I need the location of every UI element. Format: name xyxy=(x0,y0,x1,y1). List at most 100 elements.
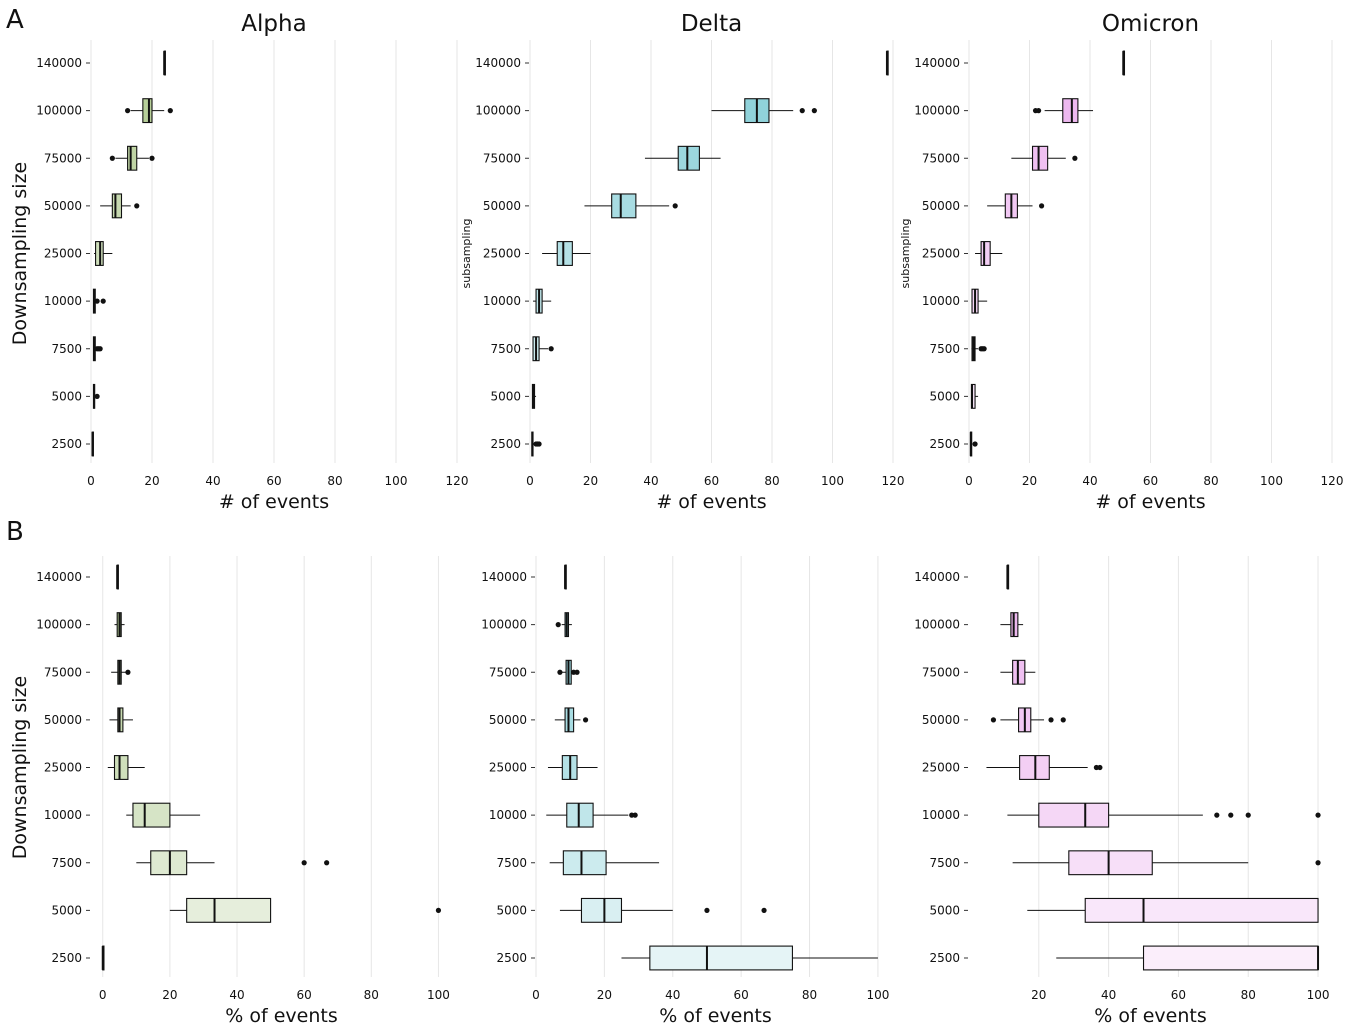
panel-omicron: 0 20 40 60 80 100 120 2500 5000 7500 10000 25000 500… xyxy=(899,11,1343,513)
iqr-box xyxy=(1038,802,1110,828)
outlier-point xyxy=(1228,812,1234,818)
box-140000 xyxy=(885,50,889,76)
x-tick-label: 100 xyxy=(821,474,844,488)
y-axis-title: Downsampling size xyxy=(9,676,31,860)
panel-delta: 0 20 40 60 80 100 120 2500 5000 7500 10000 25000 500… xyxy=(460,11,904,513)
x-tick-label: 0 xyxy=(532,988,540,1002)
box-2500 xyxy=(531,431,542,457)
iqr-box xyxy=(150,850,188,876)
iqr-box xyxy=(611,193,637,219)
box-5000 xyxy=(1027,897,1319,923)
box-50000 xyxy=(987,193,1045,219)
box-75000 xyxy=(557,659,580,685)
y-tick-label: 25000 xyxy=(922,761,960,775)
outlier-point xyxy=(97,346,103,352)
box-50000 xyxy=(100,193,140,219)
y-tick-label: 2500 xyxy=(496,951,527,965)
x-tick-label: 100 xyxy=(866,988,889,1002)
outlier-point xyxy=(1048,717,1054,723)
x-tick-label: 0 xyxy=(526,474,534,488)
outlier-point xyxy=(125,108,131,114)
x-tick-label: 60 xyxy=(734,988,749,1002)
iqr-box xyxy=(1068,850,1153,876)
panel-alpha: 0 20 40 60 80 100 120 2500 5000 7500 10000 25000 500… xyxy=(9,11,468,513)
x-tick-label: 80 xyxy=(1203,474,1218,488)
x-tick-label: 40 xyxy=(665,988,680,1002)
x-tick-label: 40 xyxy=(643,474,658,488)
outlier-point xyxy=(1315,812,1321,818)
box-2500 xyxy=(621,945,878,971)
outlier-point xyxy=(574,669,580,675)
iqr-box xyxy=(649,945,793,971)
y-tick-label: 140000 xyxy=(481,570,527,584)
x-tick-label: 120 xyxy=(882,474,905,488)
box-100000 xyxy=(1032,98,1094,124)
box-50000 xyxy=(990,707,1066,733)
x-tick-label: 80 xyxy=(764,474,779,488)
box-25000 xyxy=(975,241,1003,266)
outlier-point xyxy=(799,108,805,114)
outlier-point xyxy=(1315,860,1321,866)
y-tick-label: 140000 xyxy=(475,56,521,70)
y-tick-label: 50000 xyxy=(922,199,960,213)
y-tick-label: 10000 xyxy=(922,294,960,308)
y-tick-label: 2500 xyxy=(929,437,960,451)
box-2500 xyxy=(969,431,978,457)
x-tick-label: 20 xyxy=(1022,474,1037,488)
box-2500 xyxy=(91,431,94,457)
box-7500 xyxy=(136,850,330,876)
x-tick-label: 100 xyxy=(1260,474,1283,488)
y-axis-title: subsampling xyxy=(460,219,473,289)
box-75000 xyxy=(1000,659,1036,685)
outlier-point xyxy=(1060,717,1066,723)
iqr-box xyxy=(580,897,623,923)
y-tick-label: 100000 xyxy=(475,104,521,118)
outlier-point xyxy=(672,203,678,209)
outlier-point xyxy=(301,860,307,866)
y-tick-label: 7500 xyxy=(496,856,527,870)
y-tick-label: 5000 xyxy=(496,903,527,917)
panel-row-b-5: 20 40 60 80 100 2500 5000 7500 10000 25000 50000 75… xyxy=(914,556,1329,1027)
y-tick-label: 5000 xyxy=(929,389,960,403)
x-axis-title: # of events xyxy=(1095,491,1205,513)
iqr-box xyxy=(1142,945,1319,971)
outlier-point xyxy=(548,346,554,352)
y-tick-label: 100000 xyxy=(36,104,82,118)
box-10000 xyxy=(92,288,106,314)
y-tick-label: 140000 xyxy=(914,56,960,70)
x-tick-label: 100 xyxy=(427,988,450,1002)
iqr-box xyxy=(562,850,607,876)
x-tick-label: 0 xyxy=(965,474,973,488)
box-7500 xyxy=(1012,850,1321,876)
iqr-box xyxy=(113,755,129,780)
x-tick-label: 120 xyxy=(1321,474,1344,488)
box-10000 xyxy=(126,802,201,828)
y-tick-label: 100000 xyxy=(914,104,960,118)
box-7500 xyxy=(532,336,554,362)
outlier-point xyxy=(536,441,542,447)
outlier-point xyxy=(1072,155,1078,161)
x-tick-label: 80 xyxy=(327,474,342,488)
y-tick-label: 140000 xyxy=(914,570,960,584)
outlier-point xyxy=(582,717,589,723)
x-tick-label: 80 xyxy=(1241,988,1256,1002)
box-75000 xyxy=(644,145,721,171)
outlier-point xyxy=(1245,812,1251,818)
y-tick-label: 25000 xyxy=(483,247,521,261)
x-tick-label: 20 xyxy=(597,988,612,1002)
y-tick-label: 50000 xyxy=(489,713,527,727)
outlier-point xyxy=(100,298,106,304)
y-tick-label: 7500 xyxy=(490,342,521,356)
x-tick-label: 60 xyxy=(1171,988,1186,1002)
iqr-box xyxy=(556,241,573,266)
x-tick-label: 120 xyxy=(446,474,469,488)
box-140000 xyxy=(163,50,166,76)
y-tick-label: 100000 xyxy=(36,618,82,632)
x-tick-label: 60 xyxy=(1143,474,1158,488)
box-25000 xyxy=(986,755,1103,780)
x-tick-label: 40 xyxy=(1101,988,1116,1002)
y-tick-label: 50000 xyxy=(922,713,960,727)
x-tick-label: 40 xyxy=(205,474,220,488)
box-75000 xyxy=(109,145,155,171)
x-tick-label: 100 xyxy=(1307,988,1330,1002)
